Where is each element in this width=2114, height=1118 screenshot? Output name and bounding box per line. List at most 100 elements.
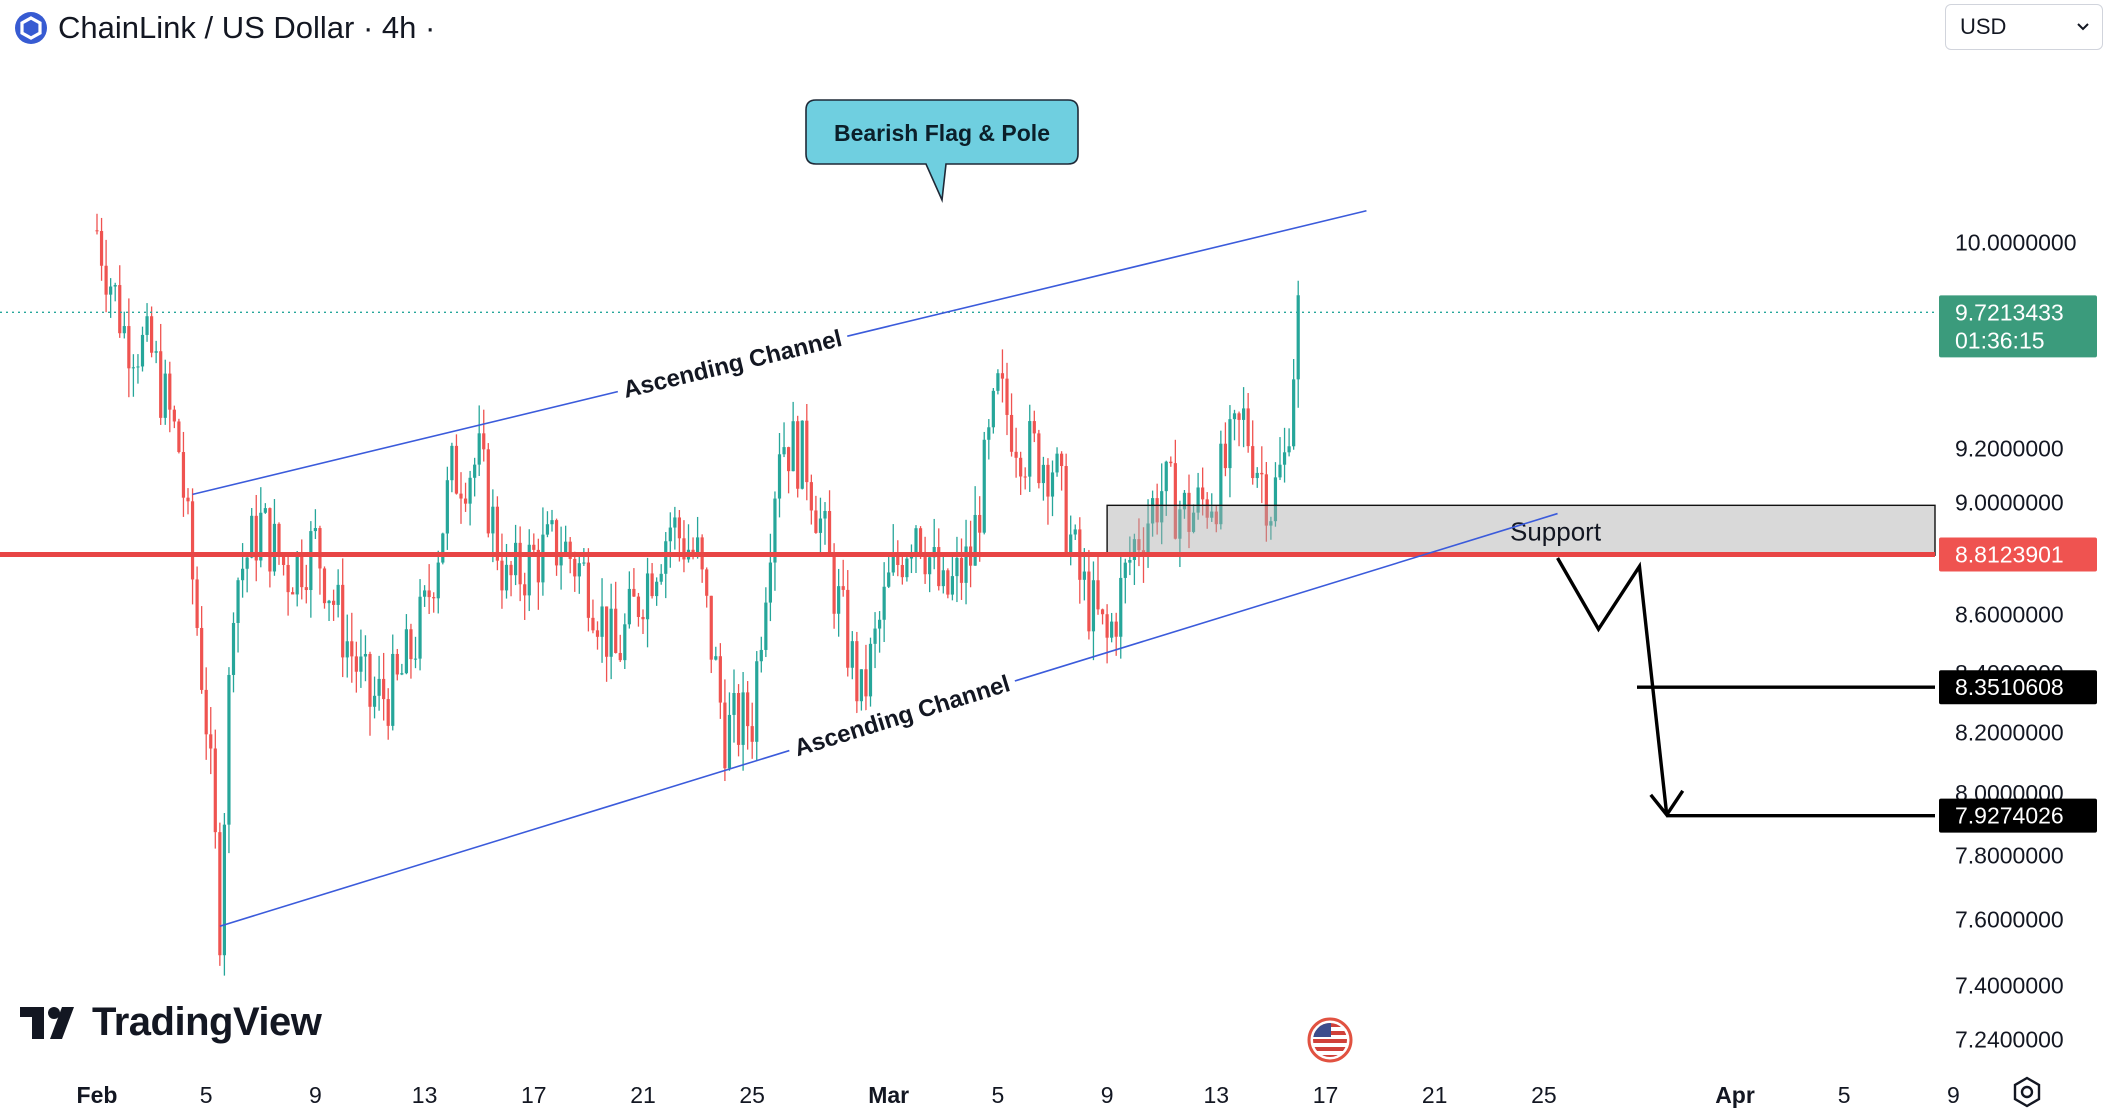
candle-body <box>491 506 495 534</box>
candle-body <box>500 560 504 591</box>
candle-body <box>973 514 977 566</box>
candles-layer <box>95 213 1300 976</box>
candle-body <box>118 285 122 334</box>
candle-body <box>946 570 950 595</box>
candle-body <box>918 528 923 555</box>
candle-body <box>1014 451 1018 458</box>
us-flag-icon[interactable] <box>1307 1017 1353 1063</box>
support-label: Support <box>1510 517 1602 547</box>
candle-body <box>304 587 308 591</box>
candle-body <box>1023 476 1027 478</box>
candle-body <box>955 557 959 577</box>
candle-body <box>1119 577 1123 637</box>
candle-body <box>709 595 713 660</box>
candle-body <box>723 702 727 769</box>
candle-body <box>245 557 249 569</box>
candle-body <box>354 656 358 672</box>
candle-body <box>150 316 154 353</box>
tradingview-logo[interactable]: TradingView <box>20 1000 322 1045</box>
candle-body <box>504 564 509 591</box>
chevron-down-icon <box>2077 23 2089 31</box>
y-tick-label: 10.0000000 <box>1955 230 2077 256</box>
candle-body <box>1000 373 1005 379</box>
upper-channel-label-bg <box>614 320 852 408</box>
candle-body <box>463 498 468 504</box>
candle-body <box>1060 453 1064 467</box>
candle-body <box>413 658 418 660</box>
candle-body <box>759 649 763 662</box>
candle-body <box>736 692 741 745</box>
x-tick-label: 13 <box>1204 1082 1230 1108</box>
candle-body <box>291 592 295 595</box>
candle-body <box>659 573 663 582</box>
candle-body <box>718 656 722 703</box>
candle-body <box>486 449 490 534</box>
candle-body <box>259 512 263 561</box>
target-1-label-bg <box>1939 670 2097 705</box>
candle-body <box>1246 408 1250 447</box>
candle-body <box>1164 461 1168 492</box>
candle-body <box>363 653 368 657</box>
candle-body <box>941 570 945 587</box>
candle-body <box>1019 457 1023 477</box>
candle-body <box>377 678 381 696</box>
x-tick-label: 17 <box>1313 1082 1339 1108</box>
candle-body <box>677 517 681 539</box>
x-tick-label: 9 <box>309 1082 322 1108</box>
candle-body <box>568 541 572 559</box>
candle-body <box>1260 472 1264 475</box>
candle-body <box>241 568 245 581</box>
candle-body <box>391 653 395 726</box>
candle-body <box>873 628 877 644</box>
candle-body <box>341 584 345 658</box>
lower-channel-label-bg <box>784 665 1020 766</box>
candle-body <box>987 427 991 440</box>
candle-body <box>209 734 213 749</box>
candle-body <box>473 464 477 478</box>
candle-body <box>254 515 258 561</box>
gear-icon[interactable] <box>2010 1075 2044 1109</box>
candle-body <box>777 454 782 499</box>
candle-body <box>1201 487 1205 500</box>
candle-body <box>705 569 709 596</box>
candle-body <box>454 445 459 494</box>
candle-body <box>864 669 868 697</box>
candle-body <box>1264 474 1268 526</box>
candle-body <box>277 523 281 557</box>
candle-body <box>1160 491 1164 523</box>
candle-body <box>318 528 322 569</box>
candle-body <box>300 553 304 588</box>
candle-body <box>332 600 336 605</box>
candle-body <box>650 573 654 597</box>
candle-body <box>627 588 631 625</box>
candle-body <box>204 689 208 735</box>
candle-body <box>482 433 486 450</box>
candle-body <box>841 586 845 590</box>
candle-body <box>336 584 340 605</box>
x-tick-label: 9 <box>1947 1082 1960 1108</box>
candle-body <box>136 366 140 368</box>
candle-body <box>104 265 108 295</box>
candle-body <box>818 518 823 533</box>
x-tick-label: 21 <box>630 1082 656 1108</box>
candle-body <box>218 832 222 956</box>
candle-body <box>832 552 836 614</box>
candle-body <box>1037 433 1041 484</box>
candle-body <box>468 477 472 504</box>
candle-body <box>1050 472 1055 497</box>
candle-body <box>773 498 777 563</box>
target-2-label: 7.9274026 <box>1955 803 2064 829</box>
currency-select[interactable]: USD <box>1945 4 2103 50</box>
candle-body <box>914 528 918 553</box>
candle-body <box>1055 453 1059 473</box>
candle-body <box>313 528 317 532</box>
candle-body <box>696 537 700 553</box>
candle-body <box>395 653 399 675</box>
candle-body <box>1282 452 1287 465</box>
candle-body <box>641 616 645 620</box>
y-tick-label: 9.0000000 <box>1955 490 2064 516</box>
candle-body <box>1151 498 1155 524</box>
candle-body <box>787 447 791 472</box>
candle-body <box>850 641 854 668</box>
